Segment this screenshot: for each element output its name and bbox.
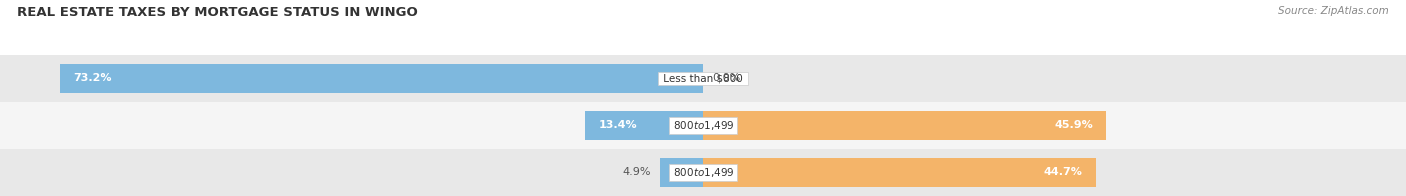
Bar xyxy=(59,64,703,93)
Text: $800 to $1,499: $800 to $1,499 xyxy=(671,119,735,132)
Text: 73.2%: 73.2% xyxy=(73,73,111,83)
Text: Less than $800: Less than $800 xyxy=(659,73,747,83)
Bar xyxy=(585,111,703,140)
Bar xyxy=(703,158,1095,187)
Text: 13.4%: 13.4% xyxy=(599,120,637,131)
Text: 0.0%: 0.0% xyxy=(711,73,740,83)
Text: 44.7%: 44.7% xyxy=(1043,167,1083,178)
Bar xyxy=(0,102,1406,149)
Bar xyxy=(659,158,703,187)
Text: 4.9%: 4.9% xyxy=(623,167,651,178)
Text: REAL ESTATE TAXES BY MORTGAGE STATUS IN WINGO: REAL ESTATE TAXES BY MORTGAGE STATUS IN … xyxy=(17,6,418,19)
Bar xyxy=(0,149,1406,196)
Text: 45.9%: 45.9% xyxy=(1054,120,1094,131)
Bar xyxy=(703,111,1107,140)
Text: $800 to $1,499: $800 to $1,499 xyxy=(671,166,735,179)
Bar xyxy=(0,55,1406,102)
Text: Source: ZipAtlas.com: Source: ZipAtlas.com xyxy=(1278,6,1389,16)
